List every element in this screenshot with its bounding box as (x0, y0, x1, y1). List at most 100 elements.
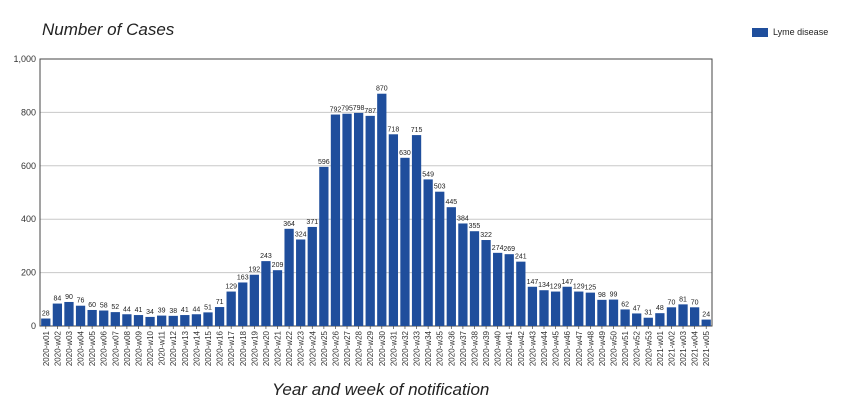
bar-value-label: 52 (111, 304, 119, 311)
bar (527, 286, 538, 326)
bar-value-label: 322 (480, 232, 492, 239)
x-tick-label: 2020-w03 (65, 330, 74, 366)
bar (632, 313, 642, 326)
bar-value-label: 71 (216, 299, 224, 306)
bar-value-label: 798 (353, 105, 365, 112)
bar (353, 112, 364, 327)
bar-value-label: 163 (237, 274, 249, 281)
x-tick-label: 2020-w52 (633, 330, 642, 366)
x-tick-label: 2020-w17 (227, 330, 236, 366)
bar-value-label: 596 (318, 159, 330, 166)
bar (678, 304, 688, 326)
x-tick-label: 2020-w40 (494, 330, 503, 366)
bar (203, 312, 213, 326)
bar (493, 252, 503, 326)
x-tick-label: 2020-w34 (424, 330, 433, 366)
bar-value-label: 99 (610, 292, 618, 299)
bar-value-label: 243 (260, 253, 272, 260)
legend: Lyme disease (752, 27, 828, 37)
x-tick-label: 2020-w33 (413, 330, 422, 366)
bar-value-label: 355 (469, 223, 481, 230)
bar (87, 309, 97, 326)
x-tick-label: 2020-w48 (586, 330, 595, 366)
x-tick-label: 2020-w46 (563, 330, 572, 366)
bar-value-label: 44 (193, 306, 201, 313)
bar-value-label: 41 (181, 307, 189, 314)
bar-value-label: 47 (633, 305, 641, 312)
bar-value-label: 44 (123, 306, 131, 313)
bar (284, 228, 294, 326)
x-tick-label: 2020-w10 (146, 330, 155, 366)
bar-value-label: 715 (411, 127, 423, 134)
x-tick-label: 2021-w04 (691, 330, 700, 366)
x-tick-label: 2020-w23 (297, 330, 306, 366)
bar (145, 316, 155, 326)
bar (342, 113, 352, 326)
bar-value-label: 70 (668, 299, 676, 306)
bar-value-label: 129 (225, 284, 237, 291)
bar-value-label: 324 (295, 231, 307, 238)
bar-value-label: 549 (422, 171, 434, 178)
y-tick-label: 1,000 (13, 54, 36, 64)
bar (191, 314, 202, 326)
bar-value-label: 792 (330, 107, 342, 114)
bar-value-label: 795 (341, 106, 353, 113)
bar-value-label: 129 (550, 284, 562, 291)
x-tick-label: 2020-w07 (111, 330, 120, 366)
chart-title: Number of Cases (42, 20, 175, 39)
bar (180, 315, 190, 326)
bar (330, 114, 341, 326)
x-tick-label: 2021-w02 (667, 330, 676, 366)
bar-value-label: 241 (515, 254, 527, 261)
bar-value-label: 39 (158, 308, 166, 315)
bar (481, 240, 491, 326)
bar (249, 274, 259, 326)
bar-value-label: 41 (135, 307, 143, 314)
x-tick-label: 2020-w36 (447, 330, 456, 366)
legend-swatch (752, 27, 768, 37)
x-tick-label: 2020-w51 (621, 330, 630, 366)
y-tick-label: 400 (21, 214, 36, 224)
bar-value-label: 125 (585, 285, 597, 292)
x-tick-label: 2020-w31 (389, 330, 398, 366)
x-tick-label: 2020-w08 (123, 330, 132, 366)
bar-value-label: 147 (527, 279, 539, 286)
bar (435, 191, 445, 326)
bar (608, 299, 619, 326)
x-tick-label: 2020-w26 (331, 330, 340, 366)
bar (597, 299, 607, 326)
x-tick-label: 2020-w30 (378, 330, 387, 366)
bar (365, 115, 375, 326)
x-tick-label: 2020-w35 (436, 330, 445, 366)
x-tick-label: 2020-w32 (401, 330, 410, 366)
x-tick-label: 2020-w16 (216, 330, 225, 366)
legend-label: Lyme disease (773, 27, 829, 37)
x-axis-title: Year and week of notification (272, 380, 490, 399)
bar (168, 315, 178, 326)
x-tick-label: 2020-w43 (528, 330, 537, 366)
x-tick-label: 2020-w29 (366, 330, 375, 366)
bar (307, 226, 317, 326)
bar (133, 315, 144, 326)
bar-value-label: 38 (169, 308, 177, 315)
x-tick-label: 2020-w05 (88, 330, 97, 366)
bar-value-label: 269 (503, 246, 515, 253)
bar (411, 135, 422, 326)
bar-value-label: 62 (621, 301, 629, 308)
x-tick-label: 2020-w22 (285, 330, 294, 366)
bar-value-label: 787 (364, 108, 376, 115)
bar (388, 134, 399, 326)
bar (377, 93, 387, 327)
bar-value-label: 445 (445, 199, 457, 206)
y-tick-label: 0 (31, 321, 36, 331)
bar-value-label: 90 (65, 294, 73, 301)
x-tick-label: 2020-w53 (644, 330, 653, 366)
bar-value-label: 24 (702, 312, 710, 319)
x-tick-label: 2020-w20 (262, 330, 271, 366)
x-tick-label: 2020-w02 (53, 330, 62, 366)
x-tick-label: 2020-w38 (470, 330, 479, 366)
bar-value-label: 81 (679, 296, 687, 303)
bar (539, 290, 549, 326)
bar-value-label: 209 (272, 262, 284, 269)
